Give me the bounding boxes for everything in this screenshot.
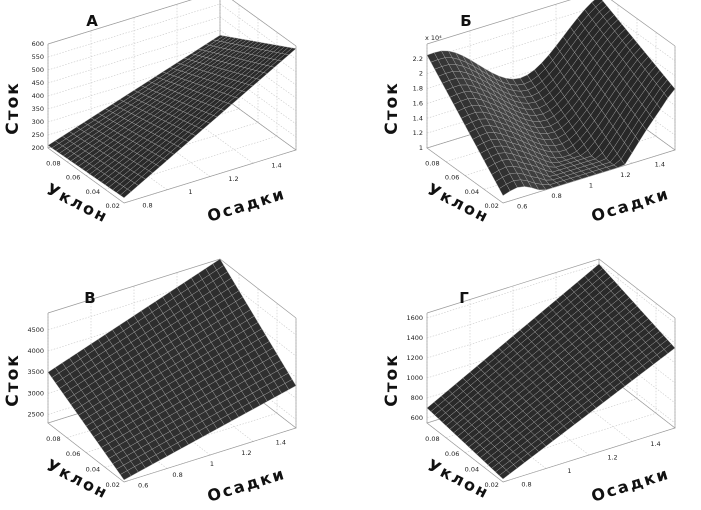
- z-tick-label: 350: [32, 105, 44, 113]
- x-tick-label: 0.6: [138, 482, 148, 490]
- z-tick-label: 300: [32, 118, 44, 126]
- z-tick-label: 1.6: [413, 99, 423, 107]
- z-tick-label: 550: [32, 53, 44, 61]
- z-axis-label: Сток: [3, 353, 23, 407]
- z-tick-labels: 600 800 1000 1200 1400 1600: [406, 314, 423, 422]
- z-tick-label: 2.2: [413, 55, 423, 63]
- y-axis-label: Уклон: [424, 455, 492, 502]
- x-tick-label: 1: [210, 460, 214, 468]
- x-tick-labels: 0.8 1 1.2 1.4: [142, 162, 281, 210]
- x-tick-labels: 0.8 1 1.2 1.4: [521, 440, 660, 489]
- x-tick-label: 0.8: [172, 471, 182, 479]
- x-tick-label: 0.8: [551, 192, 561, 200]
- z-tick-label: 3000: [27, 389, 44, 397]
- x-tick-label: 1.4: [276, 438, 286, 446]
- y-tick-label: 0.04: [465, 188, 479, 196]
- y-tick-label: 0.08: [46, 159, 60, 167]
- z-tick-labels: 2500 3000 3500 4000 4500: [27, 326, 44, 419]
- x-tick-labels: 0.6 0.8 1 1.2 1.4: [138, 438, 286, 489]
- panel-letter: Б: [460, 12, 471, 30]
- y-tick-label: 0.02: [105, 202, 119, 210]
- z-tick-labels: 200 250 300 350 400 450 500 550 600: [32, 40, 44, 152]
- z-tick-label: 4000: [27, 347, 44, 355]
- z-tick-label: 3500: [27, 368, 44, 376]
- z-tick-label: 1.8: [413, 85, 423, 93]
- panel-letter: Г: [459, 289, 469, 307]
- x-axis-label: Осадки: [205, 184, 288, 226]
- x-tick-label: 1.2: [607, 453, 617, 461]
- x-tick-label: 1: [589, 182, 593, 190]
- x-tick-label: 1: [567, 467, 571, 475]
- y-tick-label: 0.08: [425, 435, 439, 443]
- x-tick-label: 1.4: [655, 160, 665, 168]
- y-tick-labels: 0.08 0.06 0.04 0.02: [46, 435, 120, 489]
- z-tick-label: 500: [32, 66, 44, 74]
- y-axis-label: Уклон: [424, 179, 492, 226]
- y-tick-label: 0.04: [86, 188, 100, 196]
- y-tick-label: 0.08: [46, 435, 60, 443]
- surface: [426, 263, 676, 480]
- z-tick-label: 450: [32, 79, 44, 87]
- z-tick-label: 200: [32, 144, 44, 152]
- z-tick-label: 1.2: [413, 129, 423, 137]
- x-tick-label: 1.2: [241, 449, 251, 457]
- y-tick-labels: 0.08 0.06 0.04 0.02: [46, 159, 120, 210]
- x-tick-labels: 0.6 0.8 1 1.2 1.4: [517, 160, 665, 210]
- z-tick-label: 250: [32, 131, 44, 139]
- x-tick-label: 0.8: [521, 480, 531, 488]
- z-tick-label: 1.4: [413, 114, 423, 122]
- x-axis-label: Осадки: [205, 464, 288, 506]
- x-axis-label: Осадки: [589, 184, 672, 226]
- z-tick-label: 4500: [27, 326, 44, 334]
- x-tick-label: 1.4: [271, 162, 281, 170]
- z-tick-label: 400: [32, 92, 44, 100]
- z-tick-label: 1400: [406, 334, 423, 342]
- y-tick-label: 0.06: [66, 174, 80, 182]
- z-tick-label: 2500: [27, 411, 44, 419]
- z-tick-label: 1: [419, 144, 423, 152]
- x-tick-label: 1: [188, 188, 192, 196]
- y-tick-label: 0.04: [86, 466, 100, 474]
- panel-a: 2002503003504004505005506000.080.060.040…: [3, 0, 297, 227]
- y-tick-label: 0.04: [465, 466, 479, 474]
- z-multiplier: x 10⁴: [425, 34, 442, 42]
- z-tick-label: 1000: [406, 374, 423, 382]
- y-tick-label: 0.06: [66, 450, 80, 458]
- y-axis-label: Уклон: [43, 455, 111, 502]
- x-tick-label: 1.2: [620, 171, 630, 179]
- panel-letter: А: [86, 12, 98, 30]
- z-tick-label: 2: [419, 70, 423, 78]
- y-tick-label: 0.02: [105, 481, 119, 489]
- y-tick-labels: 0.08 0.06 0.04 0.02: [425, 159, 499, 210]
- z-tick-label: 600: [32, 40, 44, 48]
- y-tick-label: 0.06: [445, 174, 459, 182]
- z-axis-label: Сток: [3, 81, 23, 135]
- x-tick-label: 0.6: [517, 203, 527, 211]
- y-tick-label: 0.02: [484, 202, 498, 210]
- z-tick-label: 600: [411, 414, 423, 422]
- z-tick-label: 800: [411, 394, 423, 402]
- z-axis-label: Сток: [382, 81, 402, 135]
- y-tick-label: 0.08: [425, 159, 439, 167]
- x-tick-label: 1.2: [228, 175, 238, 183]
- z-tick-label: 1600: [406, 314, 423, 322]
- surface: [426, 0, 676, 196]
- surface: [47, 35, 297, 199]
- x-axis-label: Осадки: [589, 464, 672, 506]
- y-tick-label: 0.02: [484, 481, 498, 489]
- x-tick-label: 1.4: [650, 440, 660, 448]
- surface: [47, 258, 297, 481]
- z-axis-label: Сток: [382, 353, 402, 407]
- y-tick-labels: 0.08 0.06 0.04 0.02: [425, 435, 499, 489]
- panel-letter: В: [84, 289, 95, 307]
- x-tick-label: 0.8: [142, 201, 152, 209]
- y-tick-label: 0.06: [445, 450, 459, 458]
- z-tick-label: 1200: [406, 354, 423, 362]
- z-tick-labels: 1 1.2 1.4 1.6 1.8 2 2.2 x 10⁴: [413, 34, 443, 152]
